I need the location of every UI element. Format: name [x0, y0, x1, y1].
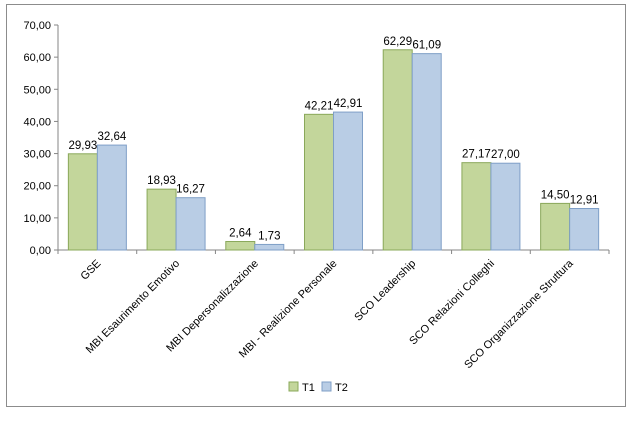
- bar-t2-3: [333, 111, 363, 251]
- data-label-t2-1: 16,27: [176, 184, 205, 196]
- y-tick-label: 60,00: [23, 52, 51, 64]
- y-tick-label: 40,00: [23, 116, 51, 128]
- chart-frame: 0,00 10,00 20,00 30,00 40,00 50,00 60,00 70,00 …: [6, 4, 626, 407]
- bar-t1-5: [461, 162, 492, 251]
- bar-t1-2: [225, 241, 256, 251]
- data-label-t2-3: 42,91: [334, 98, 363, 110]
- bar-t2-1: [175, 197, 206, 251]
- data-label-t2-2: 1,73: [258, 230, 280, 242]
- y-tick-label: 20,00: [23, 181, 51, 193]
- bar-t2-0: [96, 144, 127, 251]
- legend: T1 T2: [288, 381, 348, 394]
- data-label-t1-5: 27,17: [462, 149, 491, 161]
- bar-t2-5: [490, 162, 521, 251]
- data-label-t1-3: 42,21: [305, 100, 334, 112]
- legend-label-t1: T1: [302, 382, 315, 394]
- bar-t2-6: [569, 208, 600, 251]
- category-label-5: SCO Relazioni Colleghi: [407, 258, 497, 348]
- category-label-2: MBI Depersonalizzazione: [164, 258, 261, 355]
- bar-t1-6: [540, 202, 571, 251]
- data-label-t2-6: 12,91: [570, 195, 599, 207]
- data-label-t1-1: 18,93: [147, 175, 176, 187]
- data-label-t1-6: 14,50: [541, 189, 570, 201]
- y-tick-label: 70,00: [23, 20, 51, 32]
- y-tick-label: 10,00: [23, 213, 51, 225]
- bar-t2-4: [411, 53, 442, 251]
- bar-t1-3: [304, 113, 334, 251]
- bar-t1-1: [146, 188, 177, 251]
- data-label-t1-2: 2,64: [229, 228, 252, 240]
- legend-swatch-t2: [321, 381, 332, 392]
- bar-t1-4: [382, 49, 413, 251]
- data-label-t2-5: 27,00: [491, 149, 520, 161]
- category-label-0: GSE: [79, 258, 104, 283]
- y-tick-label: 50,00: [23, 84, 51, 96]
- y-tick-label: 30,00: [23, 149, 51, 161]
- legend-swatch-t1: [288, 381, 299, 392]
- legend-label-t2: T2: [335, 382, 348, 394]
- bar-t1-0: [67, 153, 98, 251]
- category-label-4: SCO Leadership: [352, 258, 418, 324]
- data-label-t2-4: 61,09: [412, 40, 441, 52]
- bar-t2-2: [254, 243, 285, 251]
- bars: [67, 49, 600, 251]
- data-label-t2-0: 32,64: [97, 131, 126, 143]
- data-label-t1-0: 29,93: [68, 140, 97, 152]
- data-label-t1-4: 62,29: [383, 36, 412, 48]
- bar-chart: 0,0010,0020,0030,0040,0050,0060,0070,00 …: [23, 20, 610, 394]
- y-tick-label: 0,00: [30, 245, 51, 257]
